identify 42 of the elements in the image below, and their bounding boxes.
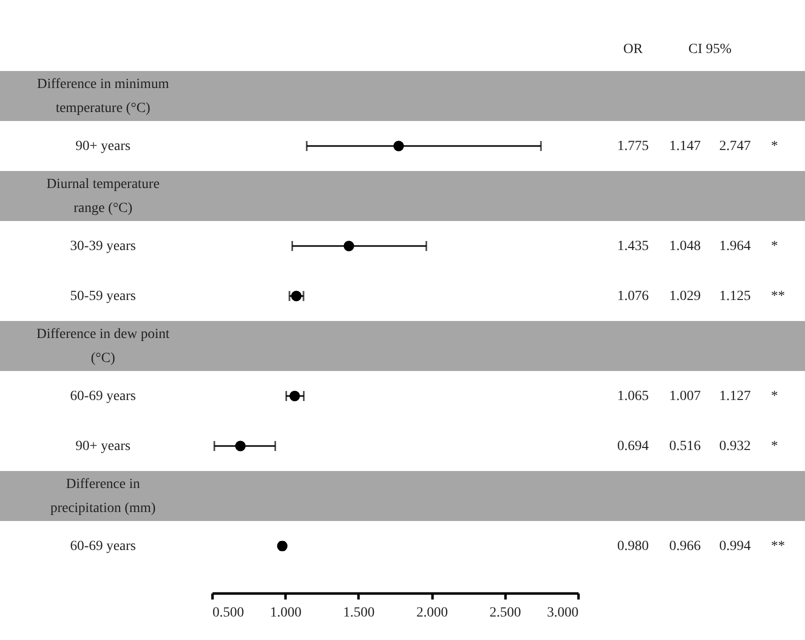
y-tick-label: Difference in precipitation (mm): [50, 477, 156, 516]
text: *: [771, 439, 778, 454]
x-tick-label: 3.000: [547, 606, 578, 620]
text: CI 95%: [688, 42, 732, 57]
data-label: 1.076: [617, 289, 649, 304]
text: *: [771, 389, 778, 404]
y-tick-label: 30-39 years: [70, 239, 136, 254]
text: 1.127: [719, 389, 751, 404]
text: 1.964: [719, 239, 751, 254]
x-tick-label: 0.500: [212, 606, 244, 620]
y-tick-label: Diurnal temperature range (°C): [46, 177, 160, 216]
text: 1.125: [719, 289, 751, 304]
text: **: [771, 289, 785, 304]
y-tick-label: Difference in dew point (°C): [36, 327, 170, 366]
text: *: [771, 239, 778, 254]
text: 1.147: [669, 139, 701, 154]
y-tick-label: Difference in minimum temperature (°C): [37, 77, 170, 116]
text: **: [771, 539, 785, 554]
text: OR: [623, 42, 644, 57]
data-label: 0.980: [617, 539, 649, 554]
data-label: 1.065: [617, 389, 649, 404]
text: 1.007: [669, 389, 701, 404]
y-tick-label: 90+ years: [76, 439, 130, 454]
text: 2.747: [719, 139, 751, 154]
text: 0.994: [719, 539, 751, 554]
y-tick-label: 90+ years: [76, 139, 130, 154]
text: 1.048: [669, 239, 701, 254]
text: 1.029: [669, 289, 701, 304]
x-tick-label: 1.500: [343, 606, 375, 620]
text: *: [771, 139, 778, 154]
x-tick-label: 2.000: [416, 606, 448, 620]
y-tick-label: 60-69 years: [70, 539, 136, 554]
data-label: 0.694: [617, 439, 649, 454]
text: 0.932: [719, 439, 751, 454]
x-tick-label: 1.000: [270, 606, 302, 620]
text: 0.516: [669, 439, 701, 454]
text: 0.966: [669, 539, 701, 554]
data-label: 1.435: [617, 239, 649, 254]
y-tick-label: 60-69 years: [70, 389, 136, 404]
data-label: 1.775: [617, 139, 649, 154]
x-tick-label: 2.500: [490, 606, 522, 620]
y-tick-label: 50-59 years: [70, 289, 136, 304]
